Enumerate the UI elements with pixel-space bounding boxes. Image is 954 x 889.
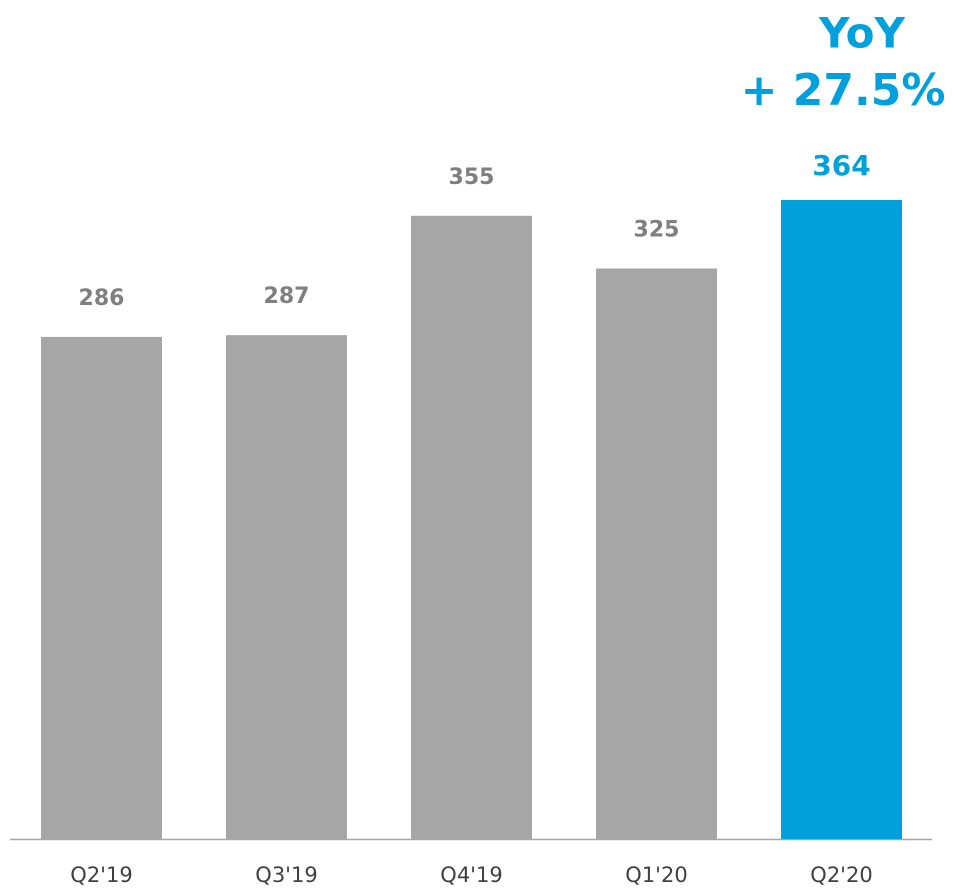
data-label: 286 [79,286,125,311]
data-label: 287 [264,284,310,309]
x-tick-label: Q1'20 [625,863,687,887]
data-label: 355 [449,165,495,190]
annotation: YoY [818,9,905,58]
data-label: 364 [812,149,870,182]
x-tick-label: Q3'19 [255,863,317,887]
bar [781,200,902,839]
bar [41,336,162,839]
data-label: 325 [634,217,680,242]
bar [226,335,347,839]
bar [596,268,717,839]
x-tick-label: Q2'20 [810,863,872,887]
x-tick-label: Q4'19 [440,863,502,887]
bar [411,215,532,840]
x-tick-label: Q2'19 [70,863,132,887]
annotation: + 27.5% [741,65,946,116]
